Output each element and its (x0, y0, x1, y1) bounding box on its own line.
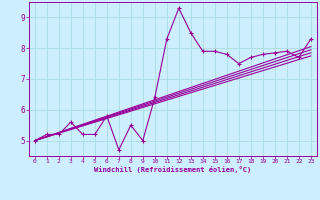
X-axis label: Windchill (Refroidissement éolien,°C): Windchill (Refroidissement éolien,°C) (94, 166, 252, 173)
